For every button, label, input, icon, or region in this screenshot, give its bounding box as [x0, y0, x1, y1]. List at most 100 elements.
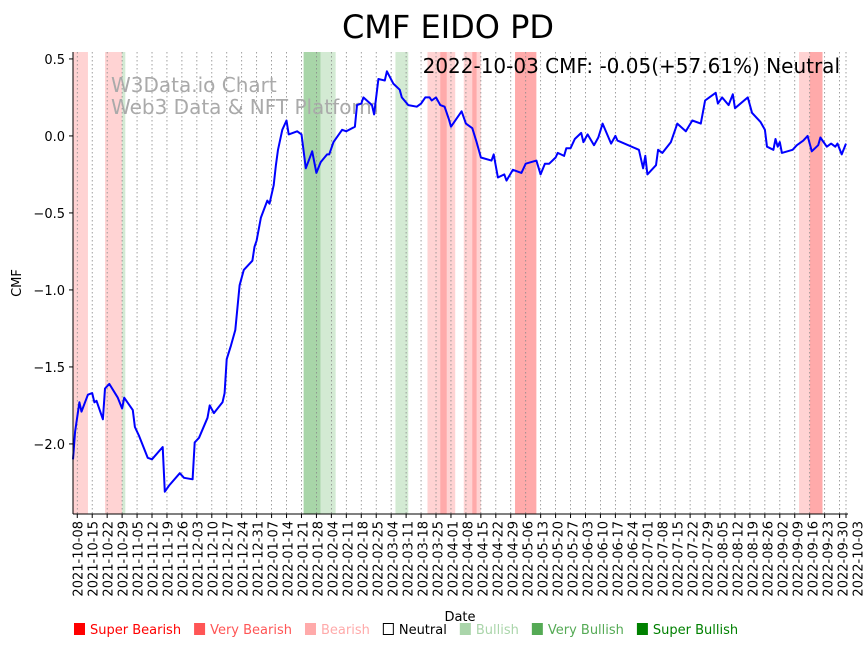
x-tick-label: 2022-07-01 [641, 521, 656, 597]
watermark-line-2: Web3 Data & NFT Platform [111, 95, 379, 119]
region-very-bearish [809, 52, 823, 514]
x-axis-label: Date [444, 610, 475, 625]
x-tick-label: 2022-04-01 [446, 521, 461, 597]
x-tick-label: 2022-09-02 [776, 521, 791, 597]
x-tick-label: 2022-04-29 [506, 521, 521, 597]
y-tick-label: −1.5 [33, 361, 65, 376]
x-tick-label: 2022-05-13 [536, 521, 551, 597]
y-tick-label: −2.0 [33, 438, 65, 453]
x-tick-label: 2022-03-11 [401, 521, 416, 597]
x-tick-label: 2022-04-22 [491, 521, 506, 597]
x-tick-label: 2022-07-15 [671, 521, 686, 597]
watermark: W3Data.io Chart Web3 Data & NFT Platform [111, 73, 379, 119]
legend-item-neutral: Neutral [382, 623, 447, 638]
legend-swatch [74, 623, 85, 635]
x-ticks: 2021-10-08 2021-10-15 2021-10-22 2021-10-29… [71, 514, 866, 597]
legend-label: Very Bearish [210, 623, 292, 638]
y-axis-label: CMF [10, 269, 25, 297]
x-tick-label: 2022-01-14 [281, 521, 296, 597]
x-tick-label: 2021-11-12 [146, 521, 161, 597]
legend-swatch [636, 623, 648, 635]
legend-item-super-bullish: Super Bullish [636, 623, 738, 638]
x-tick-label: 2022-02-18 [356, 521, 371, 597]
x-tick-label: 2022-03-18 [416, 521, 431, 597]
region-bullish [122, 52, 126, 514]
y-tick-label: −1.0 [33, 284, 65, 299]
x-tick-label: 2022-08-05 [716, 521, 731, 597]
legend-swatch [194, 623, 206, 635]
x-tick-label: 2022-08-12 [731, 521, 746, 597]
y-tick-label: 0.5 [44, 53, 65, 68]
legend-swatch [459, 623, 471, 635]
x-tick-label: 2022-04-15 [476, 521, 491, 597]
legend-item-bearish: Bearish [304, 623, 370, 638]
x-tick-label: 2022-04-08 [461, 521, 476, 597]
x-gridlines [76, 52, 847, 514]
region-very-bullish [303, 52, 321, 514]
x-tick-label: 2022-06-24 [626, 521, 641, 597]
x-tick-label: 2021-12-03 [191, 521, 206, 597]
region-bearish [799, 52, 810, 514]
sentiment-regions [73, 52, 823, 514]
x-tick-label: 2022-06-10 [596, 521, 611, 597]
x-tick-label: 2021-10-15 [86, 521, 101, 597]
latest-value-annotation: 2022-10-03 CMF: -0.05(+57.61%) Neutral [423, 54, 840, 78]
x-tick-label: 2021-10-22 [101, 521, 116, 597]
x-tick-label: 2022-07-08 [656, 521, 671, 597]
x-tick-label: 2022-05-27 [566, 521, 581, 597]
y-tick-label: −0.5 [33, 207, 65, 222]
legend-label: Very Bullish [548, 623, 624, 638]
legend-item-very-bullish: Very Bullish [531, 623, 624, 638]
x-tick-label: 2022-05-06 [521, 521, 536, 597]
cmf-line [72, 70, 847, 493]
x-tick-label: 2021-12-24 [236, 521, 251, 597]
x-tick-label: 2021-11-19 [161, 521, 176, 597]
legend-swatch [531, 623, 543, 635]
x-tick-label: 2022-09-23 [821, 521, 836, 597]
x-tick-label: 2022-07-29 [701, 521, 716, 597]
x-tick-label: 2022-01-28 [311, 521, 326, 597]
legend-swatch [304, 623, 316, 635]
legend-label: Super Bullish [653, 623, 738, 638]
x-tick-label: 2022-06-03 [581, 521, 596, 597]
x-tick-label: 2022-09-30 [836, 521, 851, 597]
legend-swatch [382, 623, 394, 635]
x-tick-label: 2022-05-20 [551, 521, 566, 597]
legend-item-super-bearish: Super Bearish [74, 623, 181, 638]
region-very-bearish [440, 52, 447, 514]
x-tick-label: 2022-09-16 [806, 521, 821, 597]
region-bullish [395, 52, 409, 514]
x-tick-label: 2022-10-03 [851, 521, 866, 597]
x-tick-label: 2021-12-10 [206, 521, 221, 597]
x-tick-label: 2022-07-22 [686, 521, 701, 597]
legend-item-very-bearish: Very Bearish [194, 623, 292, 638]
region-very-bearish [515, 52, 537, 514]
x-tick-label: 2022-03-04 [386, 521, 401, 597]
x-tick-label: 2022-09-09 [791, 521, 806, 597]
x-tick-label: 2022-01-21 [296, 521, 311, 597]
legend: Super Bearish Very Bearish Bearish Neutral B… [74, 623, 738, 638]
x-tick-label: 2022-02-04 [326, 521, 341, 597]
x-tick-label: 2022-08-26 [761, 521, 776, 597]
legend-label: Bearish [321, 623, 370, 638]
legend-label: Super Bearish [90, 623, 181, 638]
chart-title: CMF EIDO PD [342, 8, 554, 46]
y-ticks: 0.5 0.0 −0.5 −1.0 −1.5 −2.0 [33, 53, 73, 453]
legend-label: Neutral [399, 623, 447, 638]
x-tick-label: 2021-10-08 [71, 521, 86, 597]
x-tick-label: 2021-11-26 [176, 521, 191, 597]
x-tick-label: 2021-12-31 [251, 521, 266, 597]
x-tick-label: 2021-10-29 [116, 521, 131, 597]
x-tick-label: 2022-02-11 [341, 521, 356, 597]
x-tick-label: 2022-02-25 [371, 521, 386, 597]
region-very-bearish [472, 52, 477, 514]
x-tick-label: 2022-01-07 [266, 521, 281, 597]
x-tick-label: 2022-03-25 [431, 521, 446, 597]
x-tick-label: 2021-11-05 [131, 521, 146, 597]
x-tick-label: 2022-06-17 [611, 521, 626, 597]
region-bearish [73, 52, 88, 514]
legend-item-bullish: Bullish [459, 623, 519, 638]
region-bullish [320, 52, 336, 514]
x-tick-label: 2021-12-17 [221, 521, 236, 597]
region-bearish [105, 52, 123, 514]
